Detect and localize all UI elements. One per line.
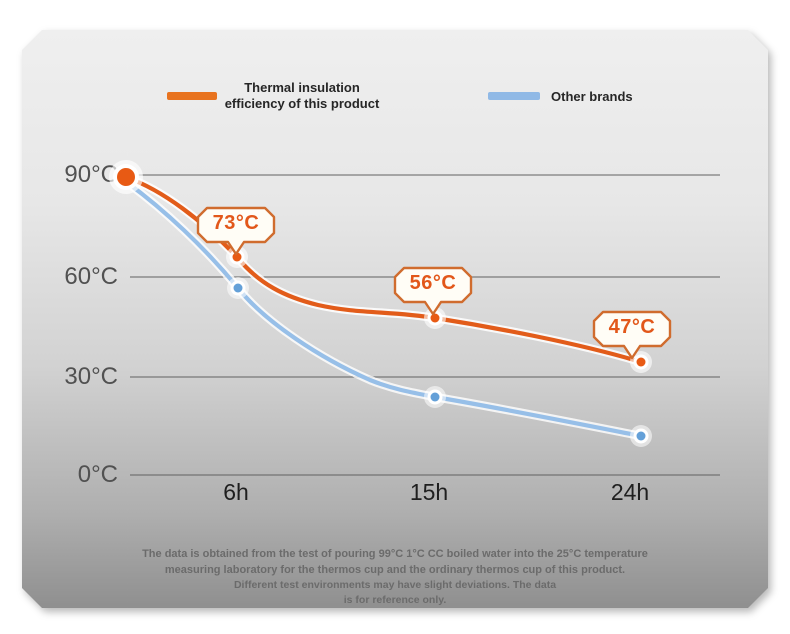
ytick-30: 30°C [64, 363, 118, 390]
disclaimer-line-4: is for reference only. [343, 594, 447, 606]
legend-label-brands: Other brands [551, 89, 633, 104]
disclaimer-line-3: Different test environments may have sli… [233, 579, 557, 591]
xtick-15h: 15h [409, 479, 449, 505]
xtick-6h: 6h [223, 479, 249, 505]
legend-swatch-brands [488, 92, 540, 100]
disclaimer-line-2: measuring laboratory for the thermos cup… [164, 564, 626, 576]
callout-47-label: 47°C [608, 316, 656, 338]
callout-bubble-icon [196, 206, 276, 256]
disclaimer-line-1: The data is obtained from the test of po… [142, 548, 648, 560]
ytick-60: 60°C [64, 263, 118, 290]
callout-bubble-icon [592, 310, 672, 360]
disclaimer-text: The data is obtained from the test of po… [22, 546, 768, 608]
legend-label-product-line2: efficiency of this product [224, 96, 380, 111]
callout-bubble-icon [393, 266, 473, 316]
legend-label-product-line1: Thermal insulation [244, 80, 360, 95]
callout-73-label: 73°C [212, 212, 260, 234]
ytick-90: 90°C [64, 161, 118, 188]
legend-swatch-product [167, 92, 217, 100]
legend-label-product: Thermal insulation efficiency of this pr… [222, 80, 382, 112]
ytick-0: 0°C [77, 461, 118, 488]
callout-56: 56°C [393, 266, 473, 316]
callout-47: 47°C [592, 310, 672, 360]
callout-56-label: 56°C [409, 272, 457, 294]
callout-73: 73°C [196, 206, 276, 256]
xtick-24h: 24h [610, 479, 650, 505]
